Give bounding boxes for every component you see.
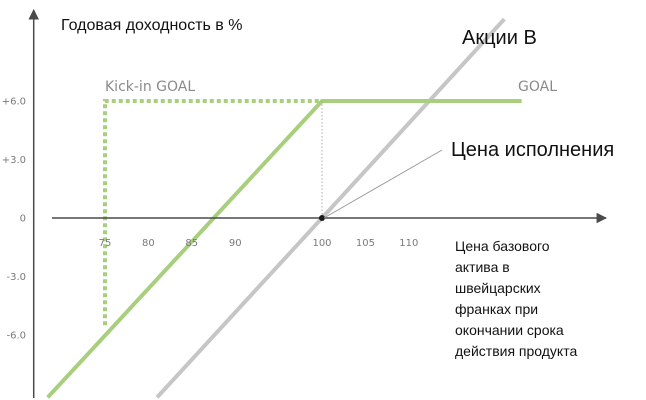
x-axis-label-line: франках при — [455, 301, 538, 317]
kickin-goal-label: Kick-in GOAL — [105, 79, 195, 95]
series-layer — [46, 17, 522, 399]
x-tick-label: 105 — [356, 238, 375, 249]
x-tick-label: 75 — [99, 238, 112, 249]
y-tick-label: 0 — [20, 214, 26, 225]
x-axis-label-line: действия продукта — [455, 343, 577, 359]
x-tick-label: 100 — [312, 238, 331, 249]
goal-label: GOAL — [518, 79, 557, 95]
x-axis-label-line: окончании срока — [455, 322, 564, 338]
x-tick-label: 110 — [399, 238, 418, 249]
y-tick-label: -3.0 — [6, 272, 26, 283]
strike-label: Цена исполнения — [451, 139, 614, 161]
strike-leader-line — [323, 149, 443, 219]
x-axis-label-line: Цена базового — [455, 238, 550, 254]
x-tick-label: 90 — [229, 238, 242, 249]
y-tick-label: -6.0 — [6, 331, 26, 342]
y-tick-label: +6.0 — [2, 97, 26, 108]
strike-point — [319, 215, 325, 221]
y-tick-label: +3.0 — [2, 155, 26, 166]
x-axis-label-line: актива в — [455, 259, 510, 275]
x-ticks: 75 80 85 90 100 105 110 — [99, 238, 419, 249]
series-line-акции-b — [155, 17, 506, 399]
x-axis-label-line: швейцарских — [455, 280, 541, 296]
x-tick-label: 80 — [142, 238, 155, 249]
x-axis-label: Цена базового актива в швейцарских франк… — [455, 238, 577, 359]
y-axis-label: Годовая доходность в % — [61, 17, 242, 34]
x-tick-label: 85 — [185, 238, 198, 249]
y-ticks: +6.0 +3.0 0 -3.0 -6.0 — [2, 97, 26, 342]
stock-series-label: Акции B — [462, 27, 537, 49]
series-line-kick-in-goal — [103, 99, 322, 326]
